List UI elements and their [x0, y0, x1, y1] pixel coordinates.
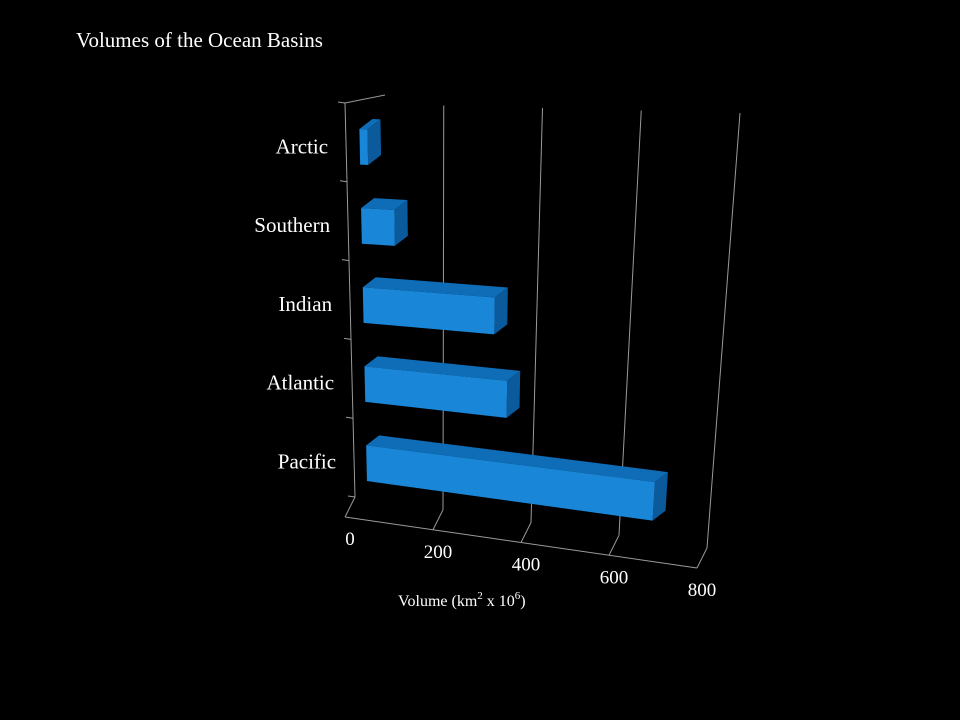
- bar-top-face: [364, 356, 521, 381]
- floor-gridline: [608, 535, 620, 556]
- category-tick: [345, 416, 354, 419]
- gridline: [706, 112, 741, 549]
- bar-top-face: [359, 119, 381, 130]
- category-label: Southern: [254, 213, 330, 237]
- bar-front-face: [361, 208, 395, 246]
- bar-front-face: [366, 445, 655, 521]
- bar-arctic: [359, 119, 382, 165]
- x-tick-label: 0: [345, 529, 355, 550]
- chart-title: Volumes of the Ocean Basins: [76, 28, 323, 52]
- category-tick: [339, 180, 348, 183]
- x-tick-label: 400: [512, 555, 541, 576]
- bar-end-face: [506, 370, 521, 418]
- bar-top-face: [362, 277, 508, 298]
- bar-top-face: [361, 198, 408, 210]
- bar-indian: [362, 277, 508, 335]
- category-label: Atlantic: [266, 371, 334, 395]
- category-tick: [343, 337, 352, 340]
- category-tick: [337, 101, 346, 104]
- bar-end-face: [394, 199, 408, 246]
- grid-layer: [337, 94, 741, 569]
- bar-front-face: [359, 129, 369, 165]
- floor-front-edge: [344, 516, 698, 569]
- bar-end-face: [494, 287, 508, 335]
- bar-atlantic: [364, 356, 521, 418]
- floor-gridline: [696, 547, 708, 569]
- bar-pacific: [366, 435, 668, 521]
- category-tick: [347, 495, 356, 498]
- gridline: [530, 107, 543, 523]
- gridline: [618, 110, 642, 536]
- floor-gridline: [344, 496, 356, 518]
- x-tick-label: 800: [688, 580, 717, 601]
- category-tick: [341, 259, 350, 262]
- x-tick-label: 600: [600, 567, 629, 588]
- left-wall-top-edge: [344, 94, 386, 104]
- floor-gridline: [432, 509, 444, 530]
- floor-gridline: [520, 522, 532, 543]
- labels-layer: Arctic Southern Indian Atlantic Pacific 0 200 4…: [254, 134, 716, 601]
- bar-front-face: [364, 366, 508, 418]
- category-label: Pacific: [278, 450, 336, 474]
- left-wall-line: [344, 102, 356, 498]
- bar-front-face: [362, 287, 495, 335]
- x-tick-label: 200: [424, 542, 453, 563]
- bar-top-face: [366, 435, 668, 483]
- bar-end-face: [367, 119, 382, 165]
- bar-southern: [361, 198, 408, 246]
- bar-end-face: [652, 472, 668, 521]
- category-label: Indian: [278, 292, 332, 316]
- category-label: Arctic: [276, 134, 328, 158]
- x-axis-title: Volume (km2 x 106): [398, 590, 526, 610]
- bars-layer: [359, 119, 668, 521]
